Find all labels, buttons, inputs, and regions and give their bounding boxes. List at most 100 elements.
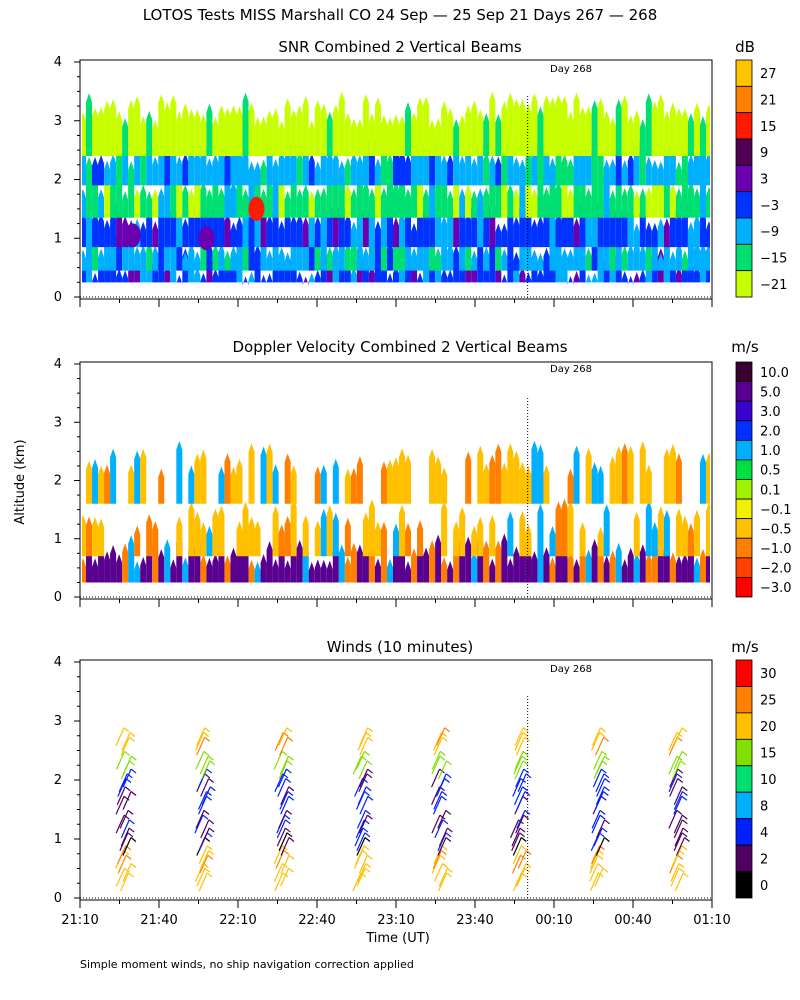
wind-barb-shaft <box>511 832 521 852</box>
field-cell <box>405 188 412 218</box>
wind-barb-flag <box>367 736 374 742</box>
wind-barb-flag <box>604 755 610 761</box>
field-cell <box>302 96 309 156</box>
colorbar-label: −0.1 <box>760 503 792 518</box>
field-cell <box>374 558 381 583</box>
field-cell <box>350 467 357 504</box>
colorbar-swatch <box>735 420 753 441</box>
field-cell <box>453 118 460 156</box>
field-cell <box>573 217 580 248</box>
field-cell <box>182 251 189 271</box>
wind-barb-flag <box>522 795 529 801</box>
wind-barb-flag <box>684 837 690 842</box>
wind-barb-flag <box>128 736 135 742</box>
field-cell <box>146 148 153 186</box>
field-cell <box>356 241 363 271</box>
field-cell <box>585 274 592 284</box>
colorbar-label: 8 <box>760 799 768 814</box>
field-cell <box>687 113 694 156</box>
field-cell <box>326 505 333 557</box>
field-hotspot <box>124 223 141 248</box>
field-cell <box>573 558 580 583</box>
wind-barb-shaft <box>356 832 366 852</box>
field-cell <box>429 177 436 218</box>
wind-barb-shaft <box>354 827 364 847</box>
wind-barb-flag <box>600 727 606 733</box>
field-cell <box>525 272 532 283</box>
wind-barb-flag <box>444 778 450 783</box>
field-cell <box>326 560 333 583</box>
field-cell <box>326 150 333 186</box>
wind-barb-flag <box>439 750 446 756</box>
field-cell <box>531 250 538 271</box>
field-cell <box>218 505 225 557</box>
field-cell <box>146 110 153 156</box>
field-cell <box>615 446 622 504</box>
field-cell <box>86 516 93 557</box>
field-cell <box>224 555 231 583</box>
field-cell <box>176 111 183 156</box>
field-cell <box>459 155 466 186</box>
wind-barb-shaft <box>352 755 362 775</box>
field-cell <box>392 523 400 557</box>
wind-barb-shaft <box>276 819 286 839</box>
wind-barb-shaft <box>198 872 208 892</box>
field-cell <box>627 445 634 504</box>
field-cell <box>278 247 285 271</box>
field-cell <box>555 94 562 156</box>
wind-barb-shaft <box>673 786 683 806</box>
field-cell <box>609 190 616 218</box>
field-cell <box>567 158 574 186</box>
field-cell <box>104 551 111 583</box>
snr-axes: 0 1 2 3 4 <box>54 55 713 307</box>
winds-axes: 0 1 2 3 4 <box>54 655 713 908</box>
wind-barb-flag <box>597 863 604 868</box>
wind-barb-flag <box>208 827 215 833</box>
field-cell <box>254 520 261 557</box>
field-cell <box>236 106 243 156</box>
wind-barb-flag <box>130 791 137 796</box>
field-cell <box>495 113 502 156</box>
field-cell <box>633 109 640 156</box>
wind-barb-shaft <box>595 736 605 756</box>
field-cell <box>435 456 442 504</box>
field-cell <box>465 211 472 248</box>
field-cell <box>350 542 357 583</box>
y-tick-label: 0 <box>54 290 62 305</box>
wind-barb-flag <box>204 837 211 842</box>
wind-barb-shaft <box>673 791 683 810</box>
field-cell <box>675 453 682 504</box>
wind-barb-flag <box>604 778 611 783</box>
field-cell <box>447 153 454 186</box>
field-cell <box>435 117 442 156</box>
y-tick-label: 4 <box>54 655 62 670</box>
field-cell <box>459 506 466 557</box>
wind-barb-shaft <box>122 837 132 856</box>
field-cell <box>651 521 658 557</box>
field-hotspot <box>198 226 215 251</box>
field-cell <box>314 269 321 283</box>
field-cell <box>290 498 297 557</box>
field-cell <box>645 156 652 186</box>
field-cell <box>302 216 309 248</box>
wind-barb-shaft <box>274 773 284 793</box>
field-cell <box>296 188 303 218</box>
field-cell <box>567 500 574 557</box>
wind-barb-shaft <box>515 814 525 834</box>
field-cell <box>513 252 520 271</box>
field-cell <box>531 188 538 218</box>
wind-barb-flag <box>445 832 452 838</box>
y-tick-label: 2 <box>54 474 62 489</box>
wind-barb-flag <box>204 727 211 733</box>
field-cell <box>693 509 700 557</box>
colorbar-label: −9 <box>760 225 779 240</box>
wind-barb-flag <box>288 755 294 761</box>
wind-barb-flag <box>206 872 213 878</box>
field-cell <box>278 524 285 557</box>
field-cell <box>110 210 117 248</box>
wind-barb-flag <box>599 814 606 820</box>
colorbar-swatch <box>735 459 753 480</box>
field-cell <box>362 247 369 271</box>
field-cell <box>681 250 688 271</box>
